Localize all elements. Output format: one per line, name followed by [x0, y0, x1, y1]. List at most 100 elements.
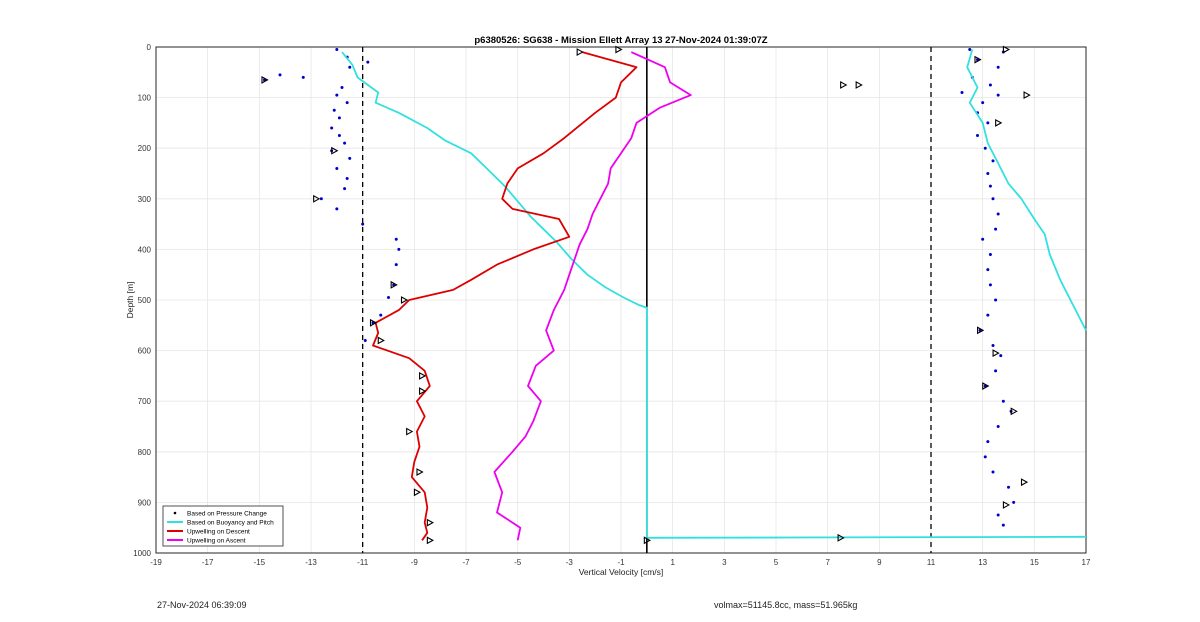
y-tick-label: 400 — [138, 245, 152, 254]
pressure-point — [337, 116, 341, 120]
x-tick-label: -17 — [202, 558, 214, 567]
triangle-marker — [406, 427, 414, 436]
x-tick-label: 5 — [774, 558, 779, 567]
legend-label: Based on Buoyancy and Pitch — [187, 520, 274, 527]
triangle-marker — [1002, 45, 1011, 54]
triangle-marker — [1002, 501, 1011, 509]
triangle-marker — [426, 536, 434, 545]
triangle-marker — [416, 468, 424, 476]
pressure-point — [332, 108, 336, 112]
triangle-marker — [1010, 407, 1018, 416]
triangle-marker — [1020, 478, 1029, 487]
pressure-point — [991, 159, 995, 163]
triangle-marker — [840, 81, 848, 89]
x-tick-label: -11 — [357, 558, 369, 567]
pressure-point — [387, 295, 390, 299]
pressure-point — [366, 60, 370, 64]
pressure-point — [1007, 485, 1010, 489]
legend: Based on Pressure Change Based on Buoyanc… — [162, 505, 284, 547]
pressure-point — [988, 83, 992, 87]
x-tick-label: 13 — [978, 558, 987, 567]
pressure-point — [996, 425, 1000, 428]
pressure-point — [991, 470, 995, 474]
pressure-point — [981, 237, 985, 241]
y-tick-label: 600 — [138, 347, 152, 356]
triangle-marker — [995, 118, 1003, 127]
pressure-point — [345, 101, 349, 105]
triangle-marker — [331, 146, 339, 155]
pressure-point — [988, 184, 992, 188]
pressure-point — [335, 93, 339, 97]
triangle-marker — [615, 45, 623, 54]
pressure-point — [991, 344, 995, 348]
legend-label: Based on Pressure Change — [187, 511, 267, 518]
legend-label: Upwelling on Ascent — [187, 538, 246, 545]
legend-label: Upwelling on Descent — [187, 529, 250, 536]
x-axis-label: Vertical Velocity [cm/s] — [579, 567, 664, 577]
footer-timestamp: 27-Nov-2024 06:39:09 — [157, 600, 247, 610]
x-tick-label: -19 — [150, 558, 162, 567]
x-tick-label: 11 — [927, 558, 936, 567]
pressure-point — [337, 134, 341, 138]
pressure-point — [335, 207, 339, 211]
pressure-point — [976, 134, 979, 138]
pressure-point — [278, 73, 282, 77]
tick-labels: -19 -17 -15 -13 -11 -9 -7 -5 -3 -1 1 3 5 7 9 11 13 15 1701… — [133, 43, 1091, 567]
series-line-buoyancy — [341, 51, 648, 538]
x-tick-label: 7 — [825, 558, 830, 567]
triangle-marker — [974, 55, 982, 64]
pressure-point — [1012, 500, 1016, 504]
pressure-point — [1001, 399, 1005, 403]
pressure-point — [988, 283, 992, 287]
pressure-point — [301, 75, 305, 79]
pressure-point — [335, 48, 339, 52]
pressure-point — [348, 65, 352, 69]
pressure-point — [994, 369, 998, 373]
x-tick-label: -3 — [566, 558, 574, 567]
y-tick-label: 700 — [138, 397, 152, 406]
triangle-marker — [369, 318, 378, 327]
pressure-point — [348, 156, 352, 160]
pressure-point — [981, 101, 985, 105]
pressure-point — [994, 298, 998, 302]
triangle-marker — [837, 533, 845, 542]
footer-info: volmax=51145.8cc, mass=51.965kg — [714, 600, 858, 610]
pressure-point — [999, 354, 1003, 358]
chart-title: p6380526: SG638 - Mission Ellett Array 1… — [474, 35, 767, 46]
pressure-point — [363, 338, 367, 342]
y-tick-label: 300 — [138, 195, 152, 204]
series-line-buoyancy — [966, 49, 1087, 331]
triangle-markers — [261, 45, 1031, 545]
pressure-point — [343, 187, 347, 191]
triangle-marker — [576, 48, 584, 56]
x-tick-label: -1 — [617, 558, 625, 567]
pressure-point — [335, 166, 339, 170]
pressure-point — [394, 263, 398, 267]
x-tick-label: 9 — [877, 558, 882, 567]
triangle-marker — [992, 349, 1000, 358]
pressure-point — [340, 85, 344, 89]
x-tick-label: 3 — [722, 558, 727, 567]
series-line-ascent — [493, 51, 692, 541]
triangle-marker — [313, 194, 321, 203]
series-line-descent — [372, 51, 638, 541]
pressure-point — [379, 313, 383, 317]
pressure-point — [343, 141, 347, 145]
x-tick-label: -15 — [254, 558, 266, 567]
y-tick-label: 900 — [138, 498, 152, 507]
pressure-point — [986, 268, 990, 272]
x-tick-label: -5 — [514, 558, 522, 567]
pressure-point — [996, 93, 1000, 97]
x-tick-label: -7 — [462, 558, 470, 567]
triangle-marker — [390, 280, 398, 289]
y-axis-label: Depth [m] — [125, 282, 135, 319]
pressure-point — [994, 227, 998, 231]
grid — [155, 46, 1087, 554]
triangle-marker — [261, 75, 269, 84]
plot-area-frame — [155, 46, 1087, 554]
pressure-point — [991, 197, 995, 201]
y-tick-label: 800 — [138, 448, 152, 457]
pressure-point — [996, 513, 1000, 517]
pressure-point — [394, 237, 398, 241]
pressure-point — [960, 91, 964, 95]
